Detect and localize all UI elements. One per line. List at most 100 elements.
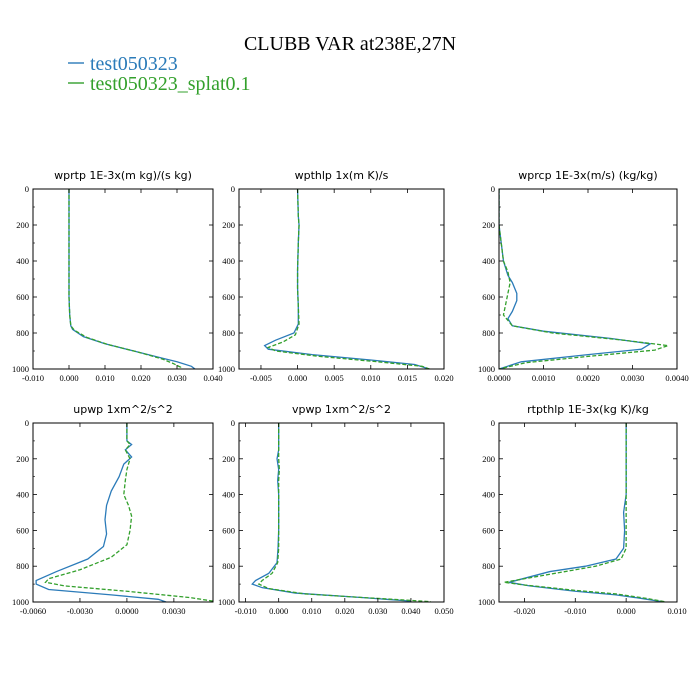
panel-6: rtpthlp 1E-3x(kg K)/kg 0 200 400 600 800 1000 -… (478, 403, 687, 616)
x-tick-label: 0.000 (269, 606, 288, 616)
y-tick-label: 200 (222, 220, 235, 230)
x-tick-label: 0.040 (401, 606, 420, 616)
plot-frame (32, 188, 214, 370)
y-tick-label: 0 (231, 184, 235, 194)
y-tick-label: 600 (16, 292, 29, 302)
x-tick-label: 0.020 (335, 606, 354, 616)
x-tick-label: -0.0030 (67, 606, 93, 616)
x-tick-label: -0.010 (22, 373, 44, 383)
x-tick-label: 0.0010 (532, 373, 555, 383)
y-tick-label: 600 (482, 292, 495, 302)
y-tick-label: 600 (482, 525, 495, 535)
x-tick-label: 0.005 (325, 373, 344, 383)
panel-title: wprcp 1E-3x(m/s) (kg/kg) (518, 169, 657, 182)
x-tick-label: 0.0020 (576, 373, 599, 383)
series-line-splat0.1 (68, 189, 182, 369)
x-tick-label: 0.0030 (621, 373, 644, 383)
series-line-splat0.1 (266, 189, 430, 369)
x-tick-label: 0.030 (167, 373, 186, 383)
x-tick-label: 0.0040 (665, 373, 688, 383)
series-line-test050323 (35, 423, 167, 602)
plot-frame (498, 422, 678, 603)
x-tick-label: -0.020 (513, 606, 535, 616)
series-line-test050323 (68, 189, 196, 369)
y-tick-label: 200 (16, 454, 29, 464)
x-tick-label: 0.000 (617, 606, 636, 616)
y-tick-label: 400 (482, 256, 495, 266)
x-tick-label: 0.030 (368, 606, 387, 616)
y-tick-label: 1000 (218, 597, 235, 607)
x-tick-label: 0.050 (434, 606, 453, 616)
y-tick-label: 600 (16, 525, 29, 535)
legend-label-splat: test050323_splat0.1 (90, 73, 251, 95)
x-tick-label: 0.000 (288, 373, 307, 383)
y-tick-label: 0 (25, 184, 29, 194)
y-tick-label: 800 (482, 328, 495, 338)
figure-title: CLUBB VAR at238E,27N (244, 33, 456, 55)
y-tick-label: 200 (482, 454, 495, 464)
y-tick-label: 400 (482, 490, 495, 500)
x-tick-label: -0.005 (250, 373, 272, 383)
y-tick-label: 1000 (478, 364, 495, 374)
series-line-splat0.1 (44, 423, 213, 602)
y-tick-label: 400 (16, 256, 29, 266)
x-tick-label: -0.010 (564, 606, 586, 616)
y-tick-label: 800 (482, 561, 495, 571)
panel-title: upwp 1xm^2/s^2 (73, 403, 173, 416)
y-tick-label: 800 (222, 328, 235, 338)
y-tick-label: 800 (222, 561, 235, 571)
y-tick-label: 0 (25, 418, 29, 428)
y-tick-label: 1000 (12, 364, 29, 374)
x-tick-label: 0.020 (131, 373, 150, 383)
y-tick-label: 0 (231, 418, 235, 428)
panel-5: vpwp 1xm^2/s^2 0 200 400 600 800 1000-0.010 0.0… (218, 403, 454, 616)
y-tick-label: 400 (16, 490, 29, 500)
series-line-test050323 (263, 189, 430, 369)
x-tick-label: 0.010 (95, 373, 114, 383)
series-line-test050323 (499, 189, 653, 369)
legend: test050323 test050323_splat0.1 (68, 53, 251, 95)
y-tick-label: 1000 (478, 597, 495, 607)
series-line-splat0.1 (499, 189, 669, 369)
panel-2: wpthlp 1x(m K)/s 0 200 400 600 800 1000 -0.005 0… (218, 169, 454, 383)
series-line-splat0.1 (503, 423, 665, 602)
panel-3: wprcp 1E-3x(m/s) (kg/kg) 0 200 400 600 800 100… (478, 169, 689, 383)
panel-title: vpwp 1xm^2/s^2 (292, 403, 391, 416)
y-tick-label: 600 (222, 292, 235, 302)
panel-title: rtpthlp 1E-3x(kg K)/kg (527, 403, 649, 416)
y-tick-label: 800 (16, 328, 29, 338)
panels: wprtp 1E-3x(m kg)/(s kg) 0 200 400 600 800 100… (12, 169, 689, 616)
plot-frame (238, 188, 445, 370)
x-tick-label: 0.040 (203, 373, 222, 383)
y-tick-label: 200 (482, 220, 495, 230)
series-line-test050323 (509, 423, 665, 602)
series-line-splat0.1 (257, 423, 431, 602)
y-tick-label: 0 (491, 418, 495, 428)
y-tick-label: 1000 (218, 364, 235, 374)
legend-label-test050323: test050323 (90, 53, 178, 75)
y-tick-label: 200 (222, 454, 235, 464)
panel-title: wprtp 1E-3x(m kg)/(s kg) (54, 169, 192, 182)
x-tick-label: 0.010 (302, 606, 321, 616)
x-tick-label: 0.0000 (115, 606, 138, 616)
plot-frame (32, 422, 214, 603)
panel-4: upwp 1xm^2/s^2 0 200 400 600 800 1000-0.0060 -0… (12, 403, 214, 616)
y-tick-label: 400 (222, 256, 235, 266)
x-tick-label: 0.000 (59, 373, 78, 383)
x-tick-label: 0.020 (434, 373, 453, 383)
y-tick-label: 600 (222, 525, 235, 535)
x-tick-label: 0.0000 (487, 373, 510, 383)
x-tick-label: 0.015 (398, 373, 417, 383)
x-tick-label: -0.010 (235, 606, 257, 616)
y-tick-label: 0 (491, 184, 495, 194)
y-tick-label: 200 (16, 220, 29, 230)
panel-title: wpthlp 1x(m K)/s (295, 169, 389, 182)
x-tick-label: 0.0030 (162, 606, 185, 616)
panel-1: wprtp 1E-3x(m kg)/(s kg) 0 200 400 600 800 100… (12, 169, 223, 383)
x-tick-label: -0.0060 (20, 606, 46, 616)
x-tick-label: 0.010 (667, 606, 686, 616)
plot-frame (238, 422, 445, 603)
plot-frame (498, 188, 678, 370)
series-line-test050323 (251, 423, 411, 602)
